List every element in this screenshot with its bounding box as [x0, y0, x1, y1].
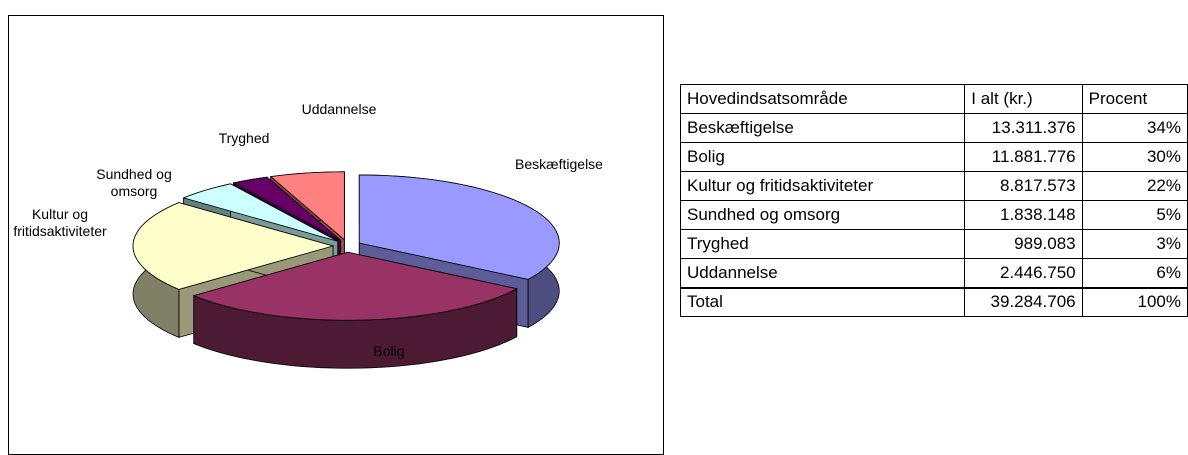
- table-cell: 3%: [1081, 229, 1188, 259]
- table-cell: 39.284.706: [964, 286, 1083, 317]
- total-row: Total 39.284.706 100%: [679, 286, 1188, 317]
- data-table: Hovedindsatsområde I alt (kr.) Procent Besk…: [679, 84, 1188, 317]
- slice-label: Tryghed: [218, 130, 270, 146]
- table-cell: I alt (kr.): [964, 84, 1083, 114]
- table-cell: 1.838.148: [964, 200, 1083, 230]
- table-cell: Total: [679, 286, 966, 317]
- table-row: Tryghed 989.083 3%: [679, 229, 1188, 259]
- table-cell: 989.083: [964, 229, 1083, 259]
- table-cell: 2.446.750: [964, 258, 1083, 288]
- table-cell: 30%: [1081, 142, 1188, 172]
- table-row: Bolig 11.881.776 30%: [679, 142, 1188, 172]
- slice-label: Sundhed og omsorg: [96, 166, 172, 199]
- table-cell: 22%: [1081, 171, 1188, 201]
- table-cell: Tryghed: [679, 229, 966, 259]
- table-row: Uddannelse 2.446.750 6%: [679, 258, 1188, 288]
- pie-chart: [132, 171, 560, 369]
- table-cell: 6%: [1081, 258, 1188, 288]
- table-cell: 11.881.776: [964, 142, 1083, 172]
- table-cell: 13.311.376: [964, 113, 1083, 143]
- table-row: Kultur og fritidsaktiviteter 8.817.573 22%: [679, 171, 1188, 201]
- chart-area: Beskæftigelse Bolig Kultur og fritidsaktiv…: [8, 15, 664, 455]
- table-cell: Kultur og fritidsaktiviteter: [679, 171, 966, 201]
- slice-label: Uddannelse: [301, 101, 377, 117]
- slice-top: [192, 251, 518, 321]
- slice-top: [269, 171, 345, 241]
- slice-top: [232, 176, 341, 241]
- table-cell: 8.817.573: [964, 171, 1083, 201]
- header-row: Hovedindsatsområde I alt (kr.) Procent: [679, 84, 1188, 114]
- table-cell: 5%: [1081, 200, 1188, 230]
- table-cell: Procent: [1081, 84, 1188, 114]
- table-cell: 100%: [1081, 286, 1188, 317]
- pie-slice: [192, 251, 518, 369]
- table-cell: Hovedindsatsområde: [679, 84, 966, 114]
- table-row: Beskæftigelse 13.311.376 34%: [679, 113, 1188, 143]
- table-row: Sundhed og omsorg 1.838.148 5%: [679, 200, 1188, 230]
- table-cell: Uddannelse: [679, 258, 966, 288]
- slice-label: Kultur og fritidsaktiviteter: [13, 206, 107, 239]
- page: Beskæftigelse Bolig Kultur og fritidsaktiv…: [8, 15, 1188, 455]
- table-cell: 34%: [1081, 113, 1188, 143]
- slice-top: [132, 202, 335, 290]
- slice-top: [358, 174, 560, 280]
- slice-label: Bolig: [373, 343, 405, 359]
- table-cell: Bolig: [679, 142, 966, 172]
- slice-top: [182, 183, 338, 242]
- table-cell: Beskæftigelse: [679, 113, 966, 143]
- table-cell: Sundhed og omsorg: [679, 200, 966, 230]
- slice-label: Beskæftigelse: [515, 156, 603, 172]
